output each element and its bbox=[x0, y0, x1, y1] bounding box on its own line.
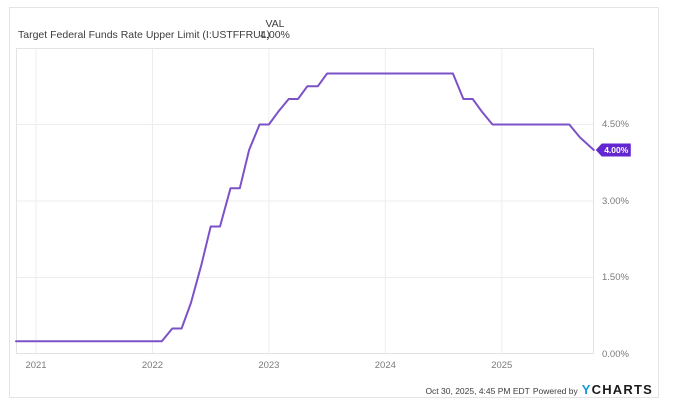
timestamp: Oct 30, 2025, 4:45 PM EDT bbox=[425, 386, 530, 396]
ycharts-logo: YCHARTS bbox=[582, 382, 653, 397]
y-tick-label: 1.50% bbox=[602, 272, 629, 283]
current-value: 4.00% bbox=[260, 28, 290, 41]
x-tick-label: 2021 bbox=[25, 360, 47, 371]
last-value-badge-text: 4.00% bbox=[604, 145, 629, 155]
plot-frame bbox=[16, 48, 594, 354]
x-tick-label: 2022 bbox=[141, 360, 164, 371]
series-line bbox=[15, 72, 595, 343]
y-tick-label: 3.00% bbox=[602, 195, 629, 207]
x-tick-label: 2023 bbox=[258, 360, 280, 371]
ycharts-logo-charts: CHARTS bbox=[591, 382, 653, 397]
y-tick-label: 0.00% bbox=[602, 348, 629, 360]
ycharts-logo-y: Y bbox=[581, 382, 592, 397]
last-value-badge bbox=[595, 143, 631, 157]
powered-by-label: Powered by bbox=[532, 386, 578, 396]
val-column-header: VAL bbox=[265, 18, 285, 30]
line-chart-plot[interactable]: 4.00% bbox=[15, 48, 661, 360]
x-tick-label: 2025 bbox=[491, 360, 513, 371]
chart-card: Target Federal Funds Rate Upper Limit (I… bbox=[9, 7, 659, 398]
series-title: Target Federal Funds Rate Upper Limit (I… bbox=[18, 29, 271, 41]
chart-footer: Oct 30, 2025, 4:45 PM EDT Powered by YCH… bbox=[425, 382, 653, 397]
value-readout: VAL 4.00% bbox=[247, 19, 303, 40]
y-tick-label: 4.50% bbox=[602, 119, 629, 130]
x-tick-label: 2024 bbox=[374, 360, 396, 371]
